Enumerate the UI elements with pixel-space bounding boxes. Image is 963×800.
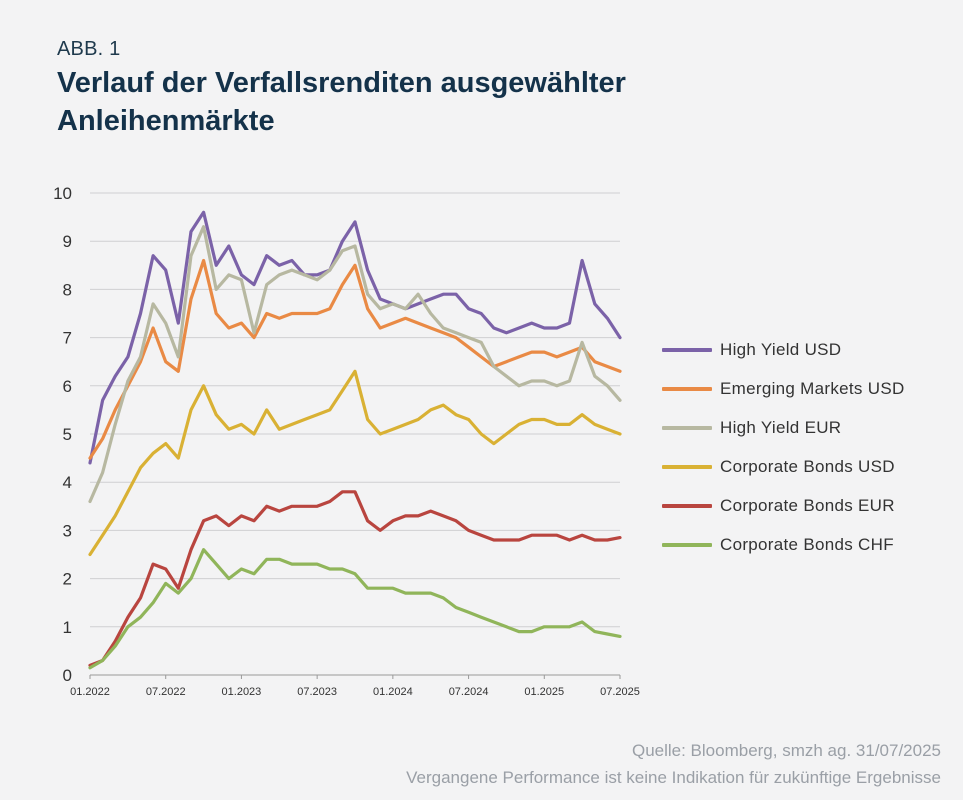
y-tick-label: 9	[63, 232, 72, 251]
series-line-high-yield-usd	[88, 210, 622, 465]
legend-item: High Yield EUR	[662, 408, 905, 447]
x-tick-label: 01.2025	[524, 686, 564, 698]
series-line-emerging-markets-usd	[88, 258, 622, 460]
legend-item: Corporate Bonds CHF	[662, 525, 905, 564]
y-tick-label: 6	[63, 377, 72, 396]
legend-item: High Yield USD	[662, 330, 905, 369]
legend-swatch	[662, 386, 712, 391]
x-tick-label: 07.2023	[297, 686, 337, 698]
y-tick-label: 5	[63, 425, 72, 444]
y-tick-label: 10	[53, 184, 72, 203]
series-line-corporate-bonds-chf	[88, 548, 622, 670]
source-line-1: Quelle: Bloomberg, smzh ag. 31/07/2025	[631, 741, 941, 760]
figure-label: ABB. 1	[57, 38, 121, 60]
legend-item: Corporate Bonds EUR	[662, 486, 905, 525]
legend-label: High Yield USD	[720, 339, 842, 359]
legend-label: Emerging Markets USD	[720, 378, 905, 398]
y-tick-label: 1	[63, 618, 72, 637]
y-tick-label: 4	[63, 473, 72, 492]
source-note: Quelle: Bloomberg, smzh ag. 31/07/2025 V…	[406, 737, 941, 791]
legend-swatch	[662, 503, 712, 508]
chart-title: Verlauf der Verfallsrenditen ausgewählte…	[57, 67, 626, 137]
legend-item: Emerging Markets USD	[662, 369, 905, 408]
legend-label: Corporate Bonds USD	[720, 456, 895, 476]
chart-legend: High Yield USD Emerging Markets USD High Y…	[662, 330, 905, 564]
legend-swatch	[662, 347, 712, 352]
source-line-2: Vergangene Performance ist keine Indikat…	[406, 768, 941, 787]
x-tick-label: 07.2024	[449, 686, 489, 698]
legend-label: High Yield EUR	[720, 417, 842, 437]
y-tick-label: 2	[63, 570, 72, 589]
y-tick-label: 7	[63, 329, 72, 348]
legend-item: Corporate Bonds USD	[662, 447, 905, 486]
legend-swatch	[662, 542, 712, 547]
line-chart: 0 1 2 3 4 5 6 7 8 9 10 01.2022 07.2022 01.2023 07.202…	[53, 184, 640, 698]
x-tick-label: 07.2022	[146, 686, 186, 698]
x-tick-label: 01.2022	[70, 686, 110, 698]
legend-swatch	[662, 425, 712, 430]
y-tick-label: 8	[63, 280, 72, 299]
legend-label: Corporate Bonds EUR	[720, 495, 895, 515]
legend-swatch	[662, 464, 712, 469]
series-line-corporate-bonds-usd	[88, 369, 622, 557]
x-tick-label: 01.2023	[222, 686, 262, 698]
series-line-high-yield-eur	[88, 225, 622, 504]
x-tick-label: 01.2024	[373, 686, 413, 698]
x-tick-label: 07.2025	[600, 686, 640, 698]
legend-label: Corporate Bonds CHF	[720, 534, 894, 554]
y-tick-label: 0	[63, 666, 72, 685]
y-tick-label: 3	[63, 521, 72, 540]
series-line-corporate-bonds-eur	[88, 490, 622, 668]
